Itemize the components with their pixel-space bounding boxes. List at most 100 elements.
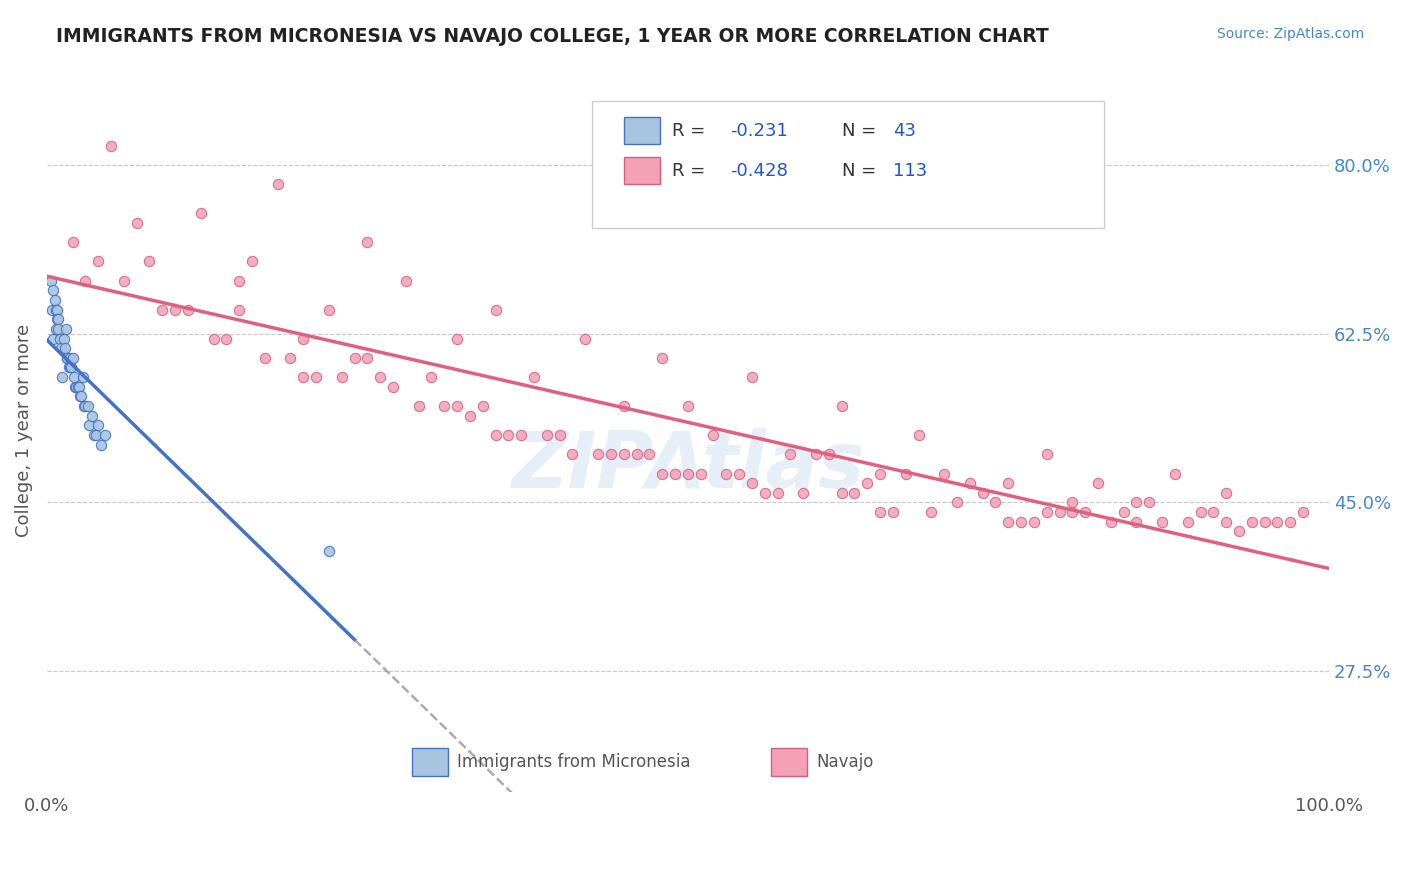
Point [831,399,853,413]
Point [280,351,302,365]
Point [741,370,763,384]
Point [1279,515,1302,529]
Point [253,351,276,365]
Point [817,447,839,461]
Point [600,447,623,461]
Point [41,302,63,317]
Point [1292,505,1315,519]
Point [1049,505,1071,519]
Point [305,370,328,384]
Point [1267,515,1289,529]
Text: R =: R = [672,162,711,180]
Point [70,389,93,403]
Text: ZIPAtlas: ZIPAtlas [510,428,865,504]
Point [613,399,636,413]
Point [676,467,699,481]
Point [869,505,891,519]
Point [45,322,67,336]
Point [1022,515,1045,529]
Point [228,274,250,288]
Point [1215,515,1237,529]
Text: Immigrants from Micronesia: Immigrants from Micronesia [457,753,690,771]
Point [44,293,66,307]
Text: N =: N = [842,162,882,180]
Point [651,351,673,365]
Point [59,351,82,365]
Point [125,216,148,230]
Point [90,437,112,451]
Text: -0.428: -0.428 [730,162,787,180]
Point [613,447,636,461]
Point [536,428,558,442]
Point [80,409,103,423]
Point [138,254,160,268]
Point [1035,447,1057,461]
Text: Source: ZipAtlas.com: Source: ZipAtlas.com [1216,27,1364,41]
Point [523,370,546,384]
Point [84,428,107,442]
Point [856,476,879,491]
Point [75,274,97,288]
Point [651,467,673,481]
Point [1125,495,1147,509]
Point [292,331,315,345]
Point [689,467,711,481]
Point [484,428,506,442]
Point [65,380,87,394]
Point [83,428,105,442]
Point [716,467,738,481]
Point [66,380,89,394]
FancyBboxPatch shape [624,117,659,145]
Point [510,428,533,442]
Point [51,370,73,384]
Point [228,302,250,317]
Point [330,370,353,384]
Point [53,341,76,355]
Point [1010,515,1032,529]
Point [498,428,520,442]
Point [77,399,100,413]
Point [69,389,91,403]
Point [318,543,340,558]
Point [58,360,80,375]
Point [766,485,789,500]
Point [356,351,378,365]
Point [100,138,122,153]
Point [56,351,79,365]
Point [420,370,443,384]
Point [62,351,84,365]
Point [831,485,853,500]
Point [1062,505,1084,519]
Point [894,467,917,481]
Point [52,331,75,345]
Point [574,331,596,345]
Point [63,380,86,394]
Point [73,399,96,413]
Point [55,322,77,336]
Point [1074,505,1097,519]
Point [67,380,90,394]
Point [626,447,648,461]
Point [972,485,994,500]
Point [484,302,506,317]
Point [869,467,891,481]
FancyBboxPatch shape [592,101,1105,227]
FancyBboxPatch shape [624,157,659,185]
Point [664,467,686,481]
Point [1035,505,1057,519]
Point [1125,515,1147,529]
Point [458,409,481,423]
Point [42,331,65,345]
Point [87,254,110,268]
Point [1215,485,1237,500]
Point [395,274,418,288]
Point [165,302,187,317]
Point [804,447,827,461]
Point [48,331,70,345]
Point [1189,505,1212,519]
Point [882,505,904,519]
Point [72,370,94,384]
Point [59,360,82,375]
Text: R =: R = [672,121,711,140]
Point [1112,505,1135,519]
